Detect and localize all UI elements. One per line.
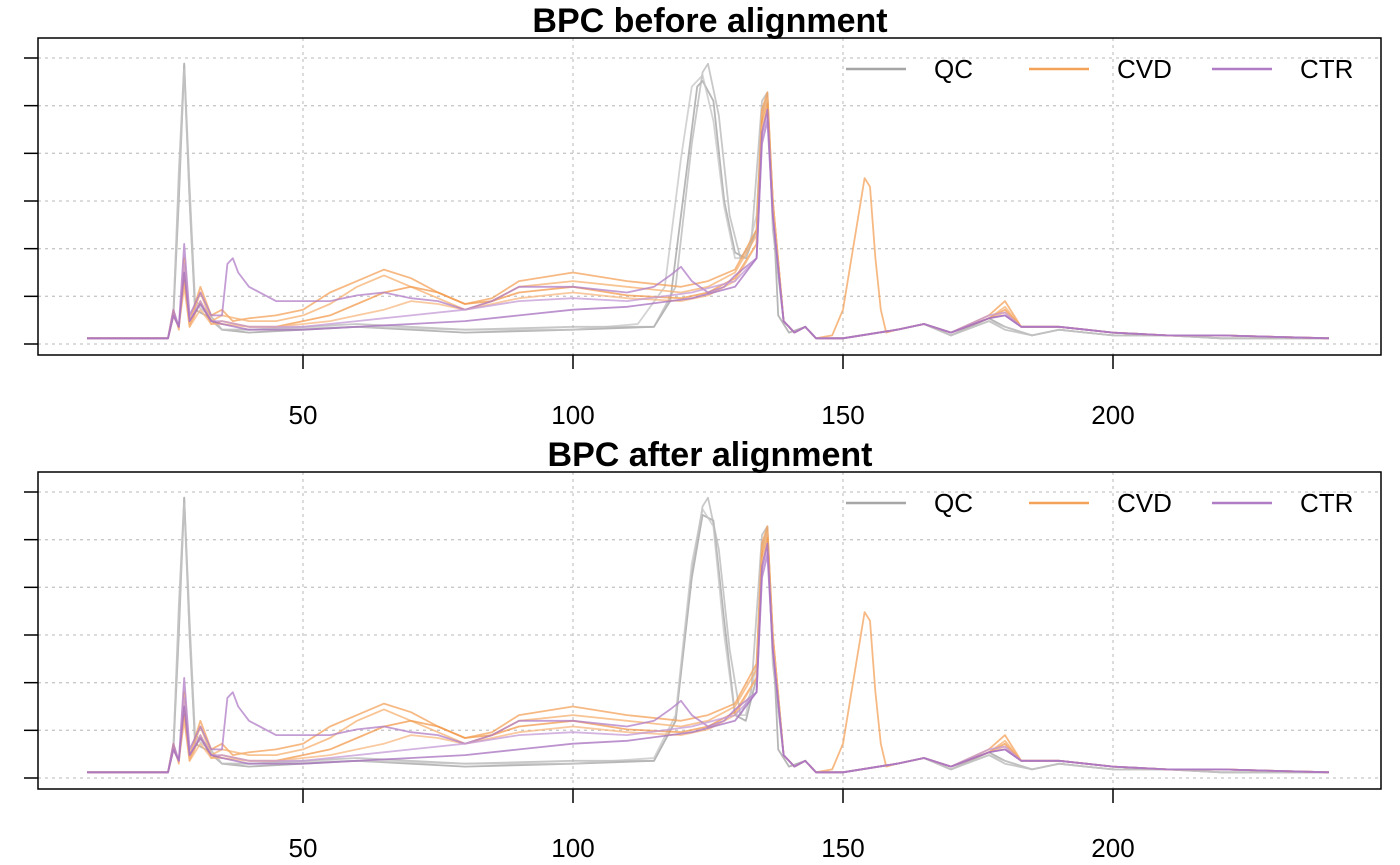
legend-label-cvd: CVD bbox=[1117, 488, 1172, 518]
x-tick-label: 50 bbox=[289, 833, 318, 863]
series-line-qc bbox=[87, 62, 1329, 340]
series-line-cvd bbox=[87, 108, 1330, 340]
legend-label-qc: QC bbox=[934, 488, 973, 518]
y-ticks-before bbox=[24, 57, 38, 345]
series-line-qc bbox=[87, 68, 1329, 340]
grid-before bbox=[38, 38, 1381, 355]
chart-title-before: BPC before alignment bbox=[532, 2, 887, 40]
x-tick-label: 150 bbox=[821, 833, 864, 863]
legend-label-ctr: CTR bbox=[1300, 488, 1353, 518]
panel-after-alignment: BPC after alignment 50 100 150 200 QC CVD CTR bbox=[24, 436, 1382, 863]
series-before bbox=[87, 62, 1330, 340]
series-line-cvd bbox=[87, 102, 1330, 340]
series-line-ctr bbox=[87, 548, 1330, 774]
series-after bbox=[87, 496, 1330, 774]
series-line-cvd bbox=[87, 91, 1330, 340]
x-tick-label: 200 bbox=[1091, 833, 1134, 863]
series-line-qc bbox=[87, 502, 1329, 774]
chart-title-after: BPC after alignment bbox=[548, 436, 873, 474]
series-line-qc bbox=[87, 496, 1329, 774]
series-line-qc bbox=[87, 62, 1329, 340]
series-line-ctr bbox=[87, 108, 1330, 340]
series-line-cvd bbox=[87, 542, 1330, 774]
legend-label-ctr: CTR bbox=[1300, 54, 1353, 84]
panel-before-alignment: BPC before alignment 50 100 150 200 QC CVD CT… bbox=[24, 2, 1382, 430]
series-line-cvd bbox=[87, 525, 1330, 774]
x-tick-label: 100 bbox=[551, 833, 594, 863]
series-line-qc bbox=[87, 496, 1329, 774]
series-line-ctr bbox=[87, 554, 1330, 774]
x-tick-label: 150 bbox=[821, 400, 864, 430]
series-line-ctr bbox=[87, 542, 1330, 774]
y-ticks-after bbox=[24, 491, 38, 779]
x-tick-label: 50 bbox=[289, 400, 318, 430]
legend-after: QC CVD CTR bbox=[846, 488, 1353, 518]
series-line-cvd bbox=[87, 531, 1330, 774]
series-line-ctr bbox=[87, 114, 1330, 340]
series-line-cvd bbox=[87, 536, 1330, 774]
legend-label-qc: QC bbox=[934, 54, 973, 84]
series-line-cvd bbox=[87, 97, 1330, 340]
x-ticks-after: 50 100 150 200 bbox=[289, 789, 1135, 863]
x-tick-label: 100 bbox=[551, 400, 594, 430]
plot-frame-after bbox=[37, 471, 1382, 790]
plot-frame-before bbox=[37, 37, 1382, 356]
legend-label-cvd: CVD bbox=[1117, 54, 1172, 84]
legend-before: QC CVD CTR bbox=[846, 54, 1353, 84]
series-line-ctr bbox=[87, 120, 1330, 340]
x-tick-label: 200 bbox=[1091, 400, 1134, 430]
x-ticks-before: 50 100 150 200 bbox=[289, 355, 1135, 430]
